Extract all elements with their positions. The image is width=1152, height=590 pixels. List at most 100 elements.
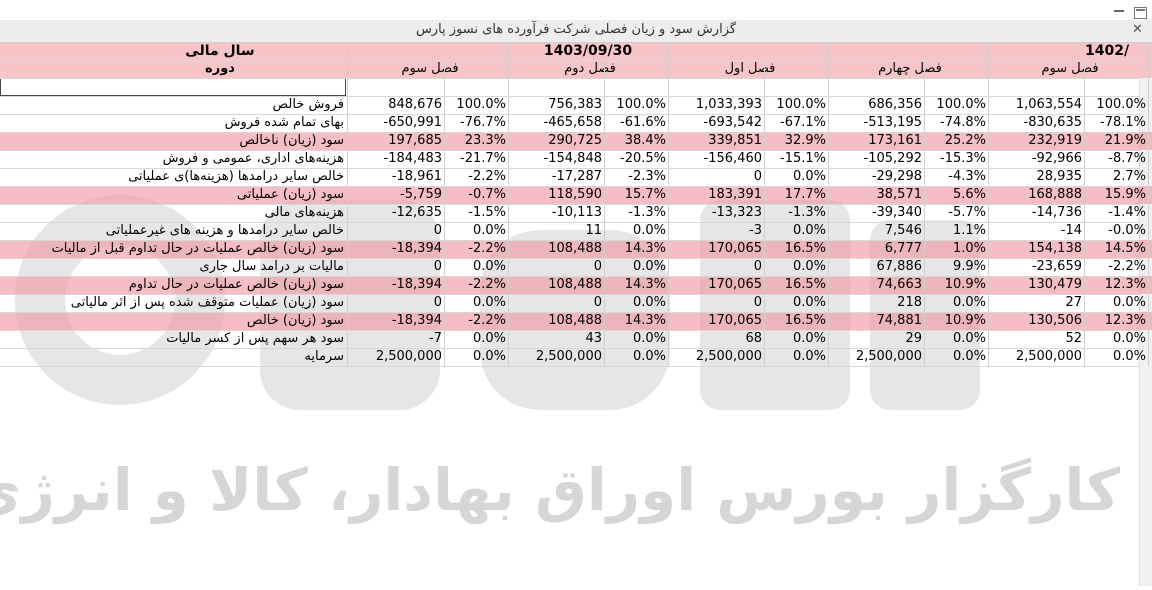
value-cell: -650,991 [383, 115, 442, 130]
percent-cell: -5.7% [948, 205, 986, 220]
value-cell: -465,658 [543, 115, 602, 130]
period-header: فصل چهارم [878, 61, 942, 76]
percent-cell: 0.0% [632, 259, 666, 274]
grid-line [0, 258, 1140, 259]
minimize-icon[interactable] [1114, 7, 1124, 12]
table-row[interactable]: مالیات بر درآمد سال جاری 0 0.0% 0 0.0% 0 0.0% 6… [0, 258, 1152, 276]
value-cell: 0 [593, 259, 602, 274]
value-cell: 118,590 [548, 187, 602, 202]
value-cell: -17,287 [551, 169, 602, 184]
value-cell: 130,506 [1028, 313, 1082, 328]
percent-cell: 0.0% [472, 331, 506, 346]
value-cell: 848,676 [388, 97, 442, 112]
percent-cell: 14.3% [624, 277, 666, 292]
percent-cell: 0.0% [952, 331, 986, 346]
table-row[interactable]: هزینه‌های مالی -12,635 -1.5% -10,113 -1.3% -1… [0, 204, 1152, 222]
value-cell: 168,888 [1028, 187, 1082, 202]
row-label: سود (زیان) ناخالص [239, 133, 344, 148]
grid-line [0, 312, 1140, 313]
grid-line [0, 204, 1140, 205]
percent-cell: 100.0% [776, 97, 826, 112]
table-row[interactable]: سود (زیان) ناخالص 197,685 23.3% 290,725 38.4… [0, 132, 1152, 150]
row-label: هزینه‌های مالی [264, 205, 344, 220]
percent-cell: -15.1% [780, 151, 826, 166]
grid-line [0, 78, 1140, 79]
grid-line [604, 60, 605, 366]
period-header: فصل اول [724, 61, 776, 76]
value-cell: 218 [897, 295, 922, 310]
title-bar: ✕ گزارش سود و زیان فصلی شرکت فرآورده های… [0, 7, 1152, 43]
value-cell: 2,500,000 [535, 349, 602, 364]
percent-cell: -0.7% [468, 187, 506, 202]
percent-cell: 12.3% [1104, 277, 1146, 292]
row-label: سرمایه [304, 349, 344, 364]
value-cell: 130,479 [1028, 277, 1082, 292]
percent-cell: 21.9% [1104, 133, 1146, 148]
year-1402-header: 1402/ [1085, 43, 1130, 59]
percent-cell: 0.0% [792, 223, 826, 238]
percent-cell: 0.0% [792, 295, 826, 310]
maximize-icon[interactable] [1134, 7, 1147, 19]
percent-cell: 14.3% [624, 241, 666, 256]
table-row[interactable]: سود (زیان) خالص عملیات در حال تداوم -18,3… [0, 276, 1152, 294]
percent-cell: -15.3% [940, 151, 986, 166]
percent-cell: 0.0% [632, 295, 666, 310]
table-row[interactable]: سود (زیان) عملیات متوقف شده پس از اثر ما… [0, 294, 1152, 312]
percent-cell: 15.7% [624, 187, 666, 202]
value-cell: 2,500,000 [1015, 349, 1082, 364]
value-cell: -154,848 [543, 151, 602, 166]
value-cell: 108,488 [548, 277, 602, 292]
value-cell: -3 [749, 223, 762, 238]
selected-cell[interactable] [0, 78, 346, 96]
value-cell: 232,919 [1028, 133, 1082, 148]
grid-line [0, 96, 1140, 97]
percent-cell: -20.5% [620, 151, 666, 166]
grid-line [0, 330, 1140, 331]
percent-cell: 23.3% [464, 133, 506, 148]
value-cell: 1,063,554 [1015, 97, 1082, 112]
grid-line [0, 168, 1140, 169]
value-cell: 170,065 [708, 241, 762, 256]
value-cell: -18,961 [391, 169, 442, 184]
percent-cell: 0.0% [1112, 295, 1146, 310]
table-row[interactable]: خالص سایر درآمدها و هزینه های غیرعملیاتی… [0, 222, 1152, 240]
grid-line [0, 276, 1140, 277]
percent-cell: 0.0% [632, 349, 666, 364]
row-label: سود (زیان) عملیاتی [236, 187, 344, 202]
percent-cell: -67.1% [780, 115, 826, 130]
row-label: خالص سایر درآمدها (هزینه‌ها)ی عملیاتی [128, 169, 344, 184]
value-cell: -830,635 [1023, 115, 1082, 130]
value-cell: 0 [433, 259, 442, 274]
period-label: دوره [205, 61, 235, 76]
close-icon[interactable]: ✕ [1132, 22, 1143, 37]
table-row[interactable]: سود (زیان) عملیاتی -5,759 -0.7% 118,590 15.7… [0, 186, 1152, 204]
value-cell: 74,663 [876, 277, 923, 292]
value-cell: 756,383 [548, 97, 602, 112]
value-cell: -156,460 [703, 151, 762, 166]
table-row[interactable]: هزینه‌های اداری، عمومی و فروش -184,483 -21… [0, 150, 1152, 168]
percent-cell: -61.6% [620, 115, 666, 130]
value-cell: -12,635 [391, 205, 442, 220]
percent-cell: 9.9% [952, 259, 986, 274]
table-row[interactable]: فروش خالص 848,676 100.0% 756,383 100.0% 1,033… [0, 96, 1152, 114]
grid-line [0, 186, 1140, 187]
percent-cell: 32.9% [784, 133, 826, 148]
grid-line [1084, 60, 1085, 366]
value-cell: -13,323 [711, 205, 762, 220]
table-row[interactable]: سود هر سهم پس از کسر مالیات -7 0.0% 43 0.0% 6… [0, 330, 1152, 348]
row-label: سود (زیان) خالص [246, 313, 344, 328]
row-label: بهای تمام شده فروش [224, 115, 344, 130]
table-row[interactable]: خالص سایر درآمدها (هزینه‌ها)ی عملیاتی -18… [0, 168, 1152, 186]
table-row[interactable]: بهای تمام شده فروش -650,991 -76.7% -465,658… [0, 114, 1152, 132]
watermark-text: کارگزار بورس اوراق بهادار، کالا و انرژی [0, 456, 1120, 524]
percent-cell: 100.0% [936, 97, 986, 112]
value-cell: 74,881 [876, 313, 923, 328]
value-cell: 183,391 [708, 187, 762, 202]
row-label: سود (زیان) خالص عملیات در حال تداوم [128, 277, 344, 292]
percent-cell: 0.0% [792, 349, 826, 364]
table-row[interactable]: سود (زیان) خالص عملیات در حال تداوم قبل … [0, 240, 1152, 258]
percent-cell: 0.0% [632, 223, 666, 238]
table-row[interactable]: سرمایه 2,500,000 0.0% 2,500,000 0.0% 2,500,00… [0, 348, 1152, 366]
table-row[interactable]: سود (زیان) خالص -18,394 -2.2% 108,488 14.3% 1… [0, 312, 1152, 330]
percent-cell: -2.2% [468, 277, 506, 292]
